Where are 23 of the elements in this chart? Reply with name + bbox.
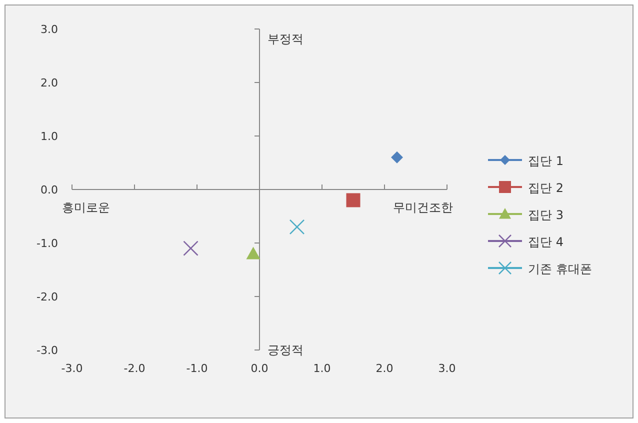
x-tick-label: 0.0 <box>250 362 268 375</box>
y-tick-label: -3.0 <box>36 344 58 357</box>
legend-label: 기존 휴대폰 <box>528 262 592 276</box>
legend-label: 집단 1 <box>528 154 564 168</box>
x-tick-label: -3.0 <box>61 362 83 375</box>
annotation: 부정적 <box>268 32 304 46</box>
y-tick-label: 1.0 <box>40 130 58 143</box>
x-tick-label: 3.0 <box>438 362 456 375</box>
x-tick-label: -1.0 <box>186 362 208 375</box>
y-tick-label: 2.0 <box>40 76 58 90</box>
y-tick-label: 3.0 <box>40 23 58 36</box>
annotation: 긍정적 <box>268 343 304 357</box>
x-tick-label: 2.0 <box>376 362 394 375</box>
legend-label: 집단 3 <box>528 208 564 222</box>
y-tick-label: -2.0 <box>36 290 58 304</box>
annotation: 무미건조한 <box>393 200 453 214</box>
y-tick-label: -1.0 <box>36 237 58 250</box>
x-tick-label: -2.0 <box>124 362 146 375</box>
y-tick-label: 0.0 <box>40 184 58 196</box>
x-tick-label: 1.0 <box>313 362 331 375</box>
annotation: 흥미로운 <box>62 200 110 214</box>
legend-label: 집단 4 <box>528 235 564 249</box>
legend-label: 집단 2 <box>528 181 564 195</box>
